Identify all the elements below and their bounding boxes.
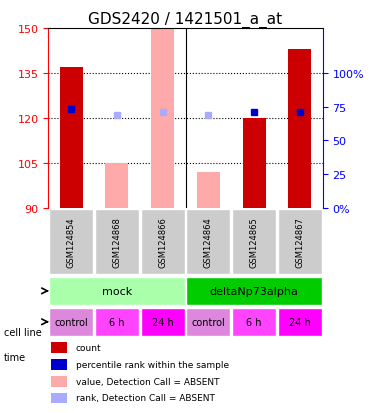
Bar [105, 164, 128, 209]
FancyBboxPatch shape [49, 210, 93, 274]
Bar [60, 68, 82, 209]
Text: 6 h: 6 h [109, 317, 125, 327]
FancyBboxPatch shape [95, 210, 139, 274]
Text: GSM124866: GSM124866 [158, 217, 167, 268]
Bar [51, 393, 68, 404]
Text: 24 h: 24 h [289, 317, 311, 327]
Text: GSM124864: GSM124864 [204, 217, 213, 267]
Title: GDS2420 / 1421501_a_at: GDS2420 / 1421501_a_at [88, 12, 283, 28]
FancyBboxPatch shape [49, 277, 185, 305]
Text: percentile rank within the sample: percentile rank within the sample [76, 360, 229, 369]
FancyBboxPatch shape [95, 308, 139, 336]
Text: mock: mock [102, 286, 132, 296]
Text: GSM124865: GSM124865 [250, 217, 259, 267]
Text: deltaNp73alpha: deltaNp73alpha [210, 286, 299, 296]
Text: time: time [4, 352, 26, 362]
Bar [51, 359, 68, 370]
Text: GSM124868: GSM124868 [112, 217, 121, 268]
Bar [243, 119, 266, 209]
Text: count: count [76, 343, 101, 352]
Bar [151, 29, 174, 209]
FancyBboxPatch shape [49, 308, 93, 336]
Text: 6 h: 6 h [246, 317, 262, 327]
FancyBboxPatch shape [278, 308, 322, 336]
Text: 24 h: 24 h [152, 317, 174, 327]
FancyBboxPatch shape [141, 210, 185, 274]
Text: GSM124867: GSM124867 [295, 217, 304, 268]
Text: cell line: cell line [4, 328, 42, 337]
FancyBboxPatch shape [141, 308, 185, 336]
Text: control: control [54, 317, 88, 327]
Text: value, Detection Call = ABSENT: value, Detection Call = ABSENT [76, 377, 219, 386]
Text: rank, Detection Call = ABSENT: rank, Detection Call = ABSENT [76, 394, 214, 403]
FancyBboxPatch shape [232, 308, 276, 336]
FancyBboxPatch shape [186, 308, 230, 336]
Bar [197, 173, 220, 209]
Bar [51, 376, 68, 387]
Text: control: control [191, 317, 225, 327]
FancyBboxPatch shape [278, 210, 322, 274]
Text: GSM124854: GSM124854 [67, 217, 76, 267]
Bar [289, 50, 311, 209]
FancyBboxPatch shape [186, 277, 322, 305]
Bar [51, 342, 68, 353]
FancyBboxPatch shape [232, 210, 276, 274]
FancyBboxPatch shape [186, 210, 230, 274]
